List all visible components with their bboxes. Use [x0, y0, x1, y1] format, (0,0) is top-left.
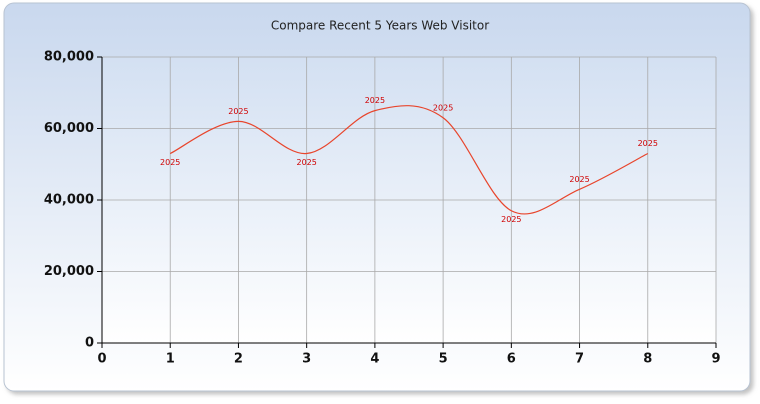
data-label: 2025: [569, 175, 589, 184]
y-tick-label: 0: [85, 336, 94, 351]
y-tick-label: 20,000: [44, 264, 94, 279]
data-label: 2025: [296, 158, 316, 167]
x-tick-label: 2: [234, 352, 243, 367]
x-tick-label: 9: [711, 352, 720, 367]
x-tick-label: 7: [575, 352, 584, 367]
data-label: 2025: [228, 107, 248, 116]
x-tick-label: 1: [166, 352, 175, 367]
y-tick-label: 80,000: [44, 50, 94, 65]
data-label: 2025: [433, 103, 453, 112]
data-label: 2025: [365, 96, 385, 105]
line: [169, 105, 649, 215]
y-tick-label: 40,000: [44, 193, 94, 208]
data-label: 2025: [638, 139, 658, 148]
data-label: 2025: [501, 215, 521, 224]
chart-title: Compare Recent 5 Years Web Visitor: [271, 19, 489, 33]
x-tick-label: 5: [439, 352, 448, 367]
data-label: 2025: [160, 158, 180, 167]
x-tick-label: 3: [302, 352, 311, 367]
x-tick-label: 0: [97, 352, 106, 367]
x-tick-label: 4: [370, 352, 379, 367]
x-tick-label: 8: [643, 352, 652, 367]
y-tick-label: 60,000: [44, 121, 94, 136]
x-tick-label: 6: [507, 352, 516, 367]
